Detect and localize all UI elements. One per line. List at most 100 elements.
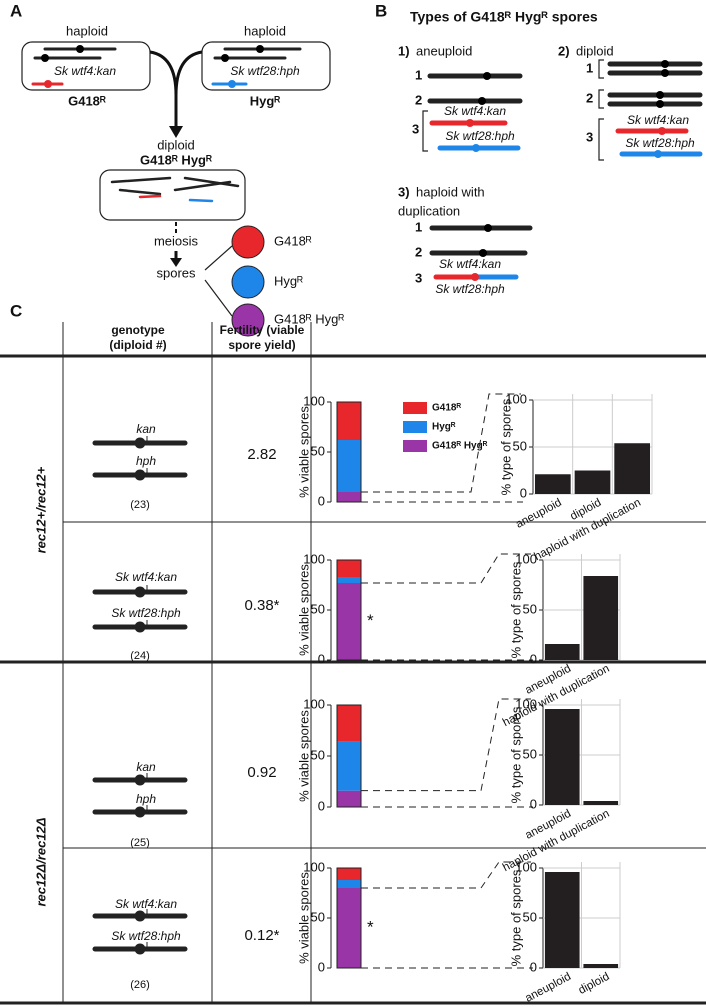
y-tick-label: 50	[513, 438, 527, 453]
panel-title: Types of G418ᴿ Hygᴿ spores	[410, 9, 598, 25]
y-tick-label: 100	[303, 551, 325, 566]
fertility: 0.92	[247, 764, 276, 781]
centromere	[76, 45, 84, 53]
legend-label: Hygᴿ	[432, 422, 456, 433]
y-tick-label: 0	[318, 959, 325, 974]
type-name: diploid	[576, 43, 614, 58]
chromosome-number: 2	[415, 244, 422, 259]
spore-label: Hygᴿ	[274, 273, 303, 288]
legend-label: G418ᴿ	[432, 403, 461, 414]
diploid-number: (25)	[130, 837, 150, 849]
table-grid	[0, 322, 706, 1005]
panel-label: A	[10, 1, 22, 20]
gene-label: Sk wtf4:kan	[439, 257, 501, 271]
y-tick-label: 100	[303, 859, 325, 874]
y-tick-label: 50	[311, 909, 325, 924]
centromere	[228, 80, 236, 88]
spore-label: G418ᴿ	[274, 233, 312, 248]
fertility: 0.38*	[244, 597, 279, 614]
y-axis-label: % viable spores	[296, 564, 311, 656]
gene-label: hph	[136, 792, 156, 806]
chromosome-number: 3	[586, 129, 593, 144]
centromere	[134, 774, 146, 786]
cell	[99, 169, 246, 221]
zoom-guide	[361, 393, 521, 493]
bar-segment	[337, 888, 361, 968]
gene-label: Sk wtf28:hph	[435, 282, 505, 296]
type-name: haploid with	[416, 184, 485, 199]
arrow-head	[170, 258, 182, 267]
bar-outline	[336, 401, 362, 503]
chromosome-number: 1	[586, 60, 593, 75]
y-tick-label: 0	[530, 796, 537, 811]
bar-outline	[336, 867, 362, 969]
bar-segment	[337, 402, 361, 440]
spore	[231, 303, 265, 337]
y-tick-label: 0	[530, 651, 537, 666]
chromosome-number: 3	[412, 121, 419, 136]
bar-segment	[337, 577, 361, 583]
marker-label: G418ᴿ	[68, 93, 106, 108]
bar-segment	[337, 583, 361, 660]
centromere	[44, 80, 52, 88]
panel-label: C	[10, 301, 22, 320]
chromosome-number: 1	[415, 219, 422, 234]
bracket	[422, 110, 428, 152]
centromere	[134, 910, 146, 922]
bar-outline	[336, 704, 362, 808]
y-tick-label: 50	[523, 909, 537, 924]
centromere	[256, 45, 264, 53]
fertility: 0.12*	[244, 927, 279, 944]
centromere	[134, 469, 146, 481]
y-tick-label: 100	[515, 551, 537, 566]
spore	[231, 225, 265, 259]
gene-label: Sk wtf28:hph	[625, 136, 695, 150]
centromere	[471, 273, 479, 281]
bracket	[598, 59, 604, 161]
centromere	[483, 72, 491, 80]
diploid-number: (26)	[130, 979, 150, 991]
spore	[231, 265, 265, 299]
centromere	[134, 943, 146, 955]
legend-swatch	[403, 440, 427, 452]
annotation: *	[367, 917, 374, 936]
bar	[534, 474, 571, 494]
bar	[544, 644, 580, 660]
y-tick-label: 0	[318, 651, 325, 666]
gene-label: Sk wtf4:kan	[444, 104, 506, 118]
process-label: spores	[156, 265, 196, 280]
diploid-number: (23)	[130, 499, 150, 511]
centromere	[658, 127, 666, 135]
cell-title: haploid	[244, 23, 286, 38]
chromosome-number: 2	[415, 92, 422, 107]
gene-label: Sk wtf28:hph	[111, 929, 181, 943]
column-header: (diploid #)	[109, 338, 166, 352]
gene-label: Sk wtf28:hph	[230, 64, 300, 78]
chromosomes	[110, 176, 240, 203]
chromosome-number: 1	[415, 67, 422, 82]
column-header: Fertility (viable	[220, 323, 305, 337]
diploid-number: (24)	[130, 650, 150, 662]
process-label: meiosis	[154, 233, 199, 248]
arrow-head	[169, 126, 183, 138]
centromere	[221, 54, 229, 62]
bar	[583, 801, 619, 805]
fertility: 2.82	[247, 446, 276, 463]
gene-label: Sk wtf4:kan	[54, 64, 116, 78]
bar-segment	[337, 492, 361, 502]
y-tick-label: 0	[318, 493, 325, 508]
centromere	[134, 437, 146, 449]
annotation: *	[367, 611, 374, 630]
bar	[544, 872, 580, 968]
centromere	[654, 150, 662, 158]
y-tick-label: 0	[520, 485, 527, 500]
type-number: 1)	[398, 43, 410, 58]
bar-segment	[337, 560, 361, 577]
column-header: spore yield)	[228, 338, 295, 352]
centromere	[478, 97, 486, 105]
y-tick-label: 50	[311, 601, 325, 616]
gene-label: kan	[136, 422, 156, 436]
centromere	[472, 144, 480, 152]
gene-label: Sk wtf28:hph	[445, 129, 515, 143]
